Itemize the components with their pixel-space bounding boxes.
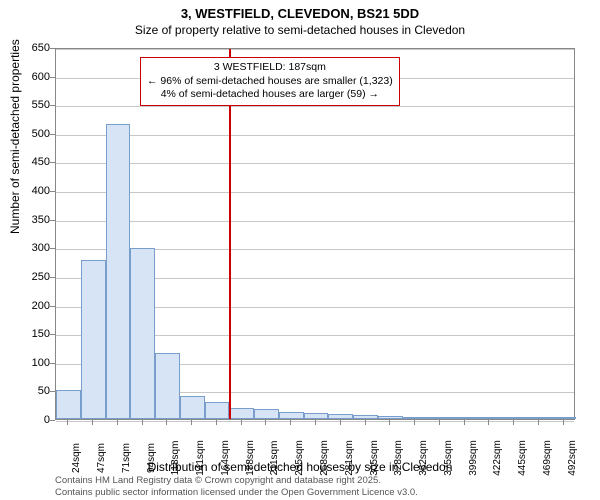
ytick-label: 550	[10, 99, 50, 111]
annotation-line-2: ← 96% of semi-detached houses are smalle…	[147, 75, 393, 89]
ytick-label: 450	[10, 156, 50, 168]
plot-area: 3 WESTFIELD: 187sqm← 96% of semi-detache…	[55, 48, 575, 420]
gridline	[56, 163, 574, 164]
ytick-label: 100	[10, 357, 50, 369]
ytick-label: 600	[10, 71, 50, 83]
histogram-bar	[155, 353, 180, 419]
xtick-mark	[365, 420, 366, 425]
histogram-bar	[328, 414, 353, 419]
footer-attribution: Contains HM Land Registry data © Crown c…	[55, 475, 418, 498]
gridline	[56, 221, 574, 222]
ytick-label: 250	[10, 271, 50, 283]
annotation-line-3: 4% of semi-detached houses are larger (5…	[147, 88, 393, 102]
xtick-mark	[216, 420, 217, 425]
xtick-mark	[513, 420, 514, 425]
histogram-bar	[229, 408, 254, 419]
gridline	[56, 49, 574, 50]
ytick-label: 150	[10, 328, 50, 340]
xtick-mark	[117, 420, 118, 425]
histogram-bar	[106, 124, 131, 419]
xtick-mark	[92, 420, 93, 425]
histogram-bar	[427, 417, 452, 419]
xtick-mark	[488, 420, 489, 425]
ytick-mark	[50, 48, 55, 49]
xtick-mark	[241, 420, 242, 425]
xtick-mark	[315, 420, 316, 425]
ytick-label: 500	[10, 128, 50, 140]
histogram-bar	[502, 417, 527, 419]
xtick-mark	[265, 420, 266, 425]
chart-title: 3, WESTFIELD, CLEVEDON, BS21 5DD	[0, 0, 600, 21]
xtick-mark	[340, 420, 341, 425]
gridline	[56, 192, 574, 193]
chart-subtitle: Size of property relative to semi-detach…	[0, 21, 600, 37]
histogram-bar	[205, 402, 230, 419]
ytick-label: 350	[10, 214, 50, 226]
ytick-label: 50	[10, 385, 50, 397]
histogram-bar	[378, 416, 403, 419]
histogram-bar	[477, 417, 502, 419]
ytick-mark	[50, 277, 55, 278]
xtick-mark	[538, 420, 539, 425]
xtick-mark	[67, 420, 68, 425]
ytick-label: 300	[10, 242, 50, 254]
footer-line-1: Contains HM Land Registry data © Crown c…	[55, 475, 418, 486]
ytick-mark	[50, 162, 55, 163]
ytick-mark	[50, 77, 55, 78]
histogram-bar	[452, 417, 477, 419]
histogram-bar	[403, 417, 428, 419]
ytick-label: 0	[10, 414, 50, 426]
histogram-bar	[180, 396, 205, 419]
gridline	[56, 135, 574, 136]
histogram-bar	[353, 415, 378, 419]
xtick-mark	[389, 420, 390, 425]
xtick-mark	[191, 420, 192, 425]
ytick-mark	[50, 191, 55, 192]
ytick-label: 400	[10, 185, 50, 197]
histogram-bar	[130, 248, 155, 419]
annotation-line-1: 3 WESTFIELD: 187sqm	[147, 61, 393, 75]
ytick-label: 650	[10, 42, 50, 54]
gridline	[56, 106, 574, 107]
xtick-mark	[166, 420, 167, 425]
footer-line-2: Contains public sector information licen…	[55, 487, 418, 498]
ytick-mark	[50, 334, 55, 335]
ytick-mark	[50, 306, 55, 307]
xtick-mark	[142, 420, 143, 425]
ytick-mark	[50, 134, 55, 135]
xtick-mark	[464, 420, 465, 425]
xtick-mark	[563, 420, 564, 425]
histogram-bar	[551, 417, 576, 419]
ytick-label: 200	[10, 300, 50, 312]
histogram-bar	[279, 412, 304, 419]
ytick-mark	[50, 248, 55, 249]
histogram-bar	[56, 390, 81, 419]
ytick-mark	[50, 363, 55, 364]
xtick-mark	[414, 420, 415, 425]
ytick-mark	[50, 420, 55, 421]
histogram-bar	[526, 417, 551, 419]
ytick-mark	[50, 391, 55, 392]
x-axis-label: Distribution of semi-detached houses by …	[0, 460, 600, 474]
ytick-mark	[50, 220, 55, 221]
histogram-bar	[254, 409, 279, 419]
chart-container: 3, WESTFIELD, CLEVEDON, BS21 5DD Size of…	[0, 0, 600, 500]
histogram-bar	[81, 260, 106, 419]
annotation-box: 3 WESTFIELD: 187sqm← 96% of semi-detache…	[140, 57, 400, 106]
xtick-mark	[439, 420, 440, 425]
xtick-mark	[290, 420, 291, 425]
histogram-bar	[304, 413, 329, 419]
ytick-mark	[50, 105, 55, 106]
